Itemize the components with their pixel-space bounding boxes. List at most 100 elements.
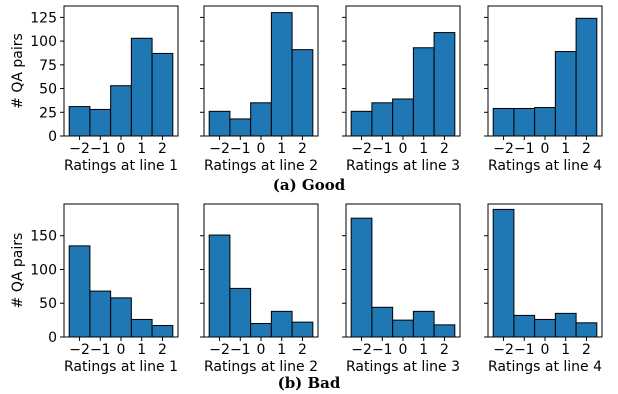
bar-bad-1--1 [89, 290, 112, 338]
x-tick-label: 2 [440, 342, 449, 358]
y-axis-label: # QA pairs [10, 233, 26, 309]
bar-good-4-2 [575, 17, 598, 137]
bar-good-1-1 [130, 37, 153, 137]
bar-bad-4-2 [575, 322, 598, 338]
bar-good-4-0 [534, 107, 556, 137]
x-tick-label: 0 [541, 141, 550, 157]
bar-good-4-1 [554, 51, 577, 137]
x-tick-label: −2 [493, 342, 514, 358]
x-tick-label: 2 [440, 141, 449, 157]
x-axis-label: Ratings at line 2 [204, 158, 318, 174]
bar-good-1--2 [68, 106, 91, 137]
caption-bad: (b) Bad [278, 374, 341, 392]
y-axis-label: # QA pairs [10, 33, 26, 109]
bar-good-2-1 [270, 12, 293, 137]
bar-good-2-2 [291, 49, 314, 137]
x-tick-label: −2 [209, 141, 230, 157]
x-tick-label: 0 [399, 141, 408, 157]
x-tick-label: 1 [419, 342, 428, 358]
y-tick-label: 0 [48, 129, 57, 145]
bar-bad-1-1 [130, 318, 153, 338]
x-tick-label: −2 [351, 141, 372, 157]
bar-good-4--2 [492, 107, 515, 137]
bar-bad-1-2 [151, 325, 174, 338]
bar-good-4--1 [513, 107, 536, 137]
bar-good-3-2 [433, 32, 456, 137]
x-tick-label: −1 [230, 141, 251, 157]
bar-bad-4-1 [554, 312, 577, 338]
x-axis-label: Ratings at line 1 [64, 158, 178, 174]
x-axis-label: Ratings at line 4 [488, 158, 602, 174]
x-tick-label: 1 [137, 141, 146, 157]
y-tick-label: 75 [39, 58, 57, 74]
x-tick-label: −2 [69, 342, 90, 358]
x-tick-label: 2 [158, 141, 167, 157]
x-tick-label: −1 [90, 342, 111, 358]
y-tick-label: 150 [30, 229, 57, 245]
y-tick-label: 100 [30, 34, 57, 50]
bar-bad-2-1 [270, 310, 293, 338]
x-tick-label: 1 [419, 141, 428, 157]
x-axis-label: Ratings at line 1 [64, 359, 178, 375]
bar-good-1-2 [151, 52, 174, 137]
x-tick-label: −1 [514, 342, 535, 358]
x-tick-label: 1 [277, 141, 286, 157]
x-axis-label: Ratings at line 2 [204, 359, 318, 375]
bar-good-1-0 [110, 85, 132, 137]
x-tick-label: 2 [582, 141, 591, 157]
bar-good-3--2 [350, 110, 373, 137]
x-tick-label: −2 [69, 141, 90, 157]
x-axis-label: Ratings at line 4 [488, 359, 602, 375]
x-tick-label: 1 [561, 342, 570, 358]
x-tick-label: 2 [158, 342, 167, 358]
y-tick-label: 25 [39, 105, 57, 121]
y-tick-label: 0 [48, 330, 57, 346]
x-tick-label: 0 [399, 342, 408, 358]
x-tick-label: 1 [561, 141, 570, 157]
x-tick-label: 1 [277, 342, 286, 358]
bar-good-2-0 [250, 102, 272, 137]
bar-bad-3-0 [392, 319, 414, 338]
bar-bad-2-0 [250, 322, 272, 338]
bar-good-2--1 [229, 118, 252, 137]
x-tick-label: 1 [137, 342, 146, 358]
x-tick-label: −1 [372, 141, 393, 157]
x-tick-label: −1 [230, 342, 251, 358]
bar-bad-2--1 [229, 287, 252, 338]
caption-good: (a) Good [273, 176, 346, 194]
x-axis-label: Ratings at line 3 [346, 359, 460, 375]
bar-bad-1-0 [110, 297, 132, 338]
bar-bad-3-2 [433, 324, 456, 338]
x-tick-label: 0 [257, 141, 266, 157]
bar-bad-2-2 [291, 321, 314, 338]
x-tick-label: −2 [351, 342, 372, 358]
bar-good-2--2 [208, 110, 231, 137]
bar-good-1--1 [89, 108, 112, 137]
x-tick-label: 0 [117, 141, 126, 157]
bar-bad-3--1 [371, 306, 394, 338]
x-tick-label: −2 [209, 342, 230, 358]
bar-bad-4--1 [513, 314, 536, 338]
bar-bad-3-1 [412, 310, 435, 338]
x-tick-label: 2 [582, 342, 591, 358]
x-tick-label: 2 [298, 342, 307, 358]
bar-good-3-1 [412, 47, 435, 137]
bar-bad-4-0 [534, 318, 556, 338]
y-tick-label: 125 [30, 10, 57, 26]
x-tick-label: −1 [514, 141, 535, 157]
x-axis-label: Ratings at line 3 [346, 158, 460, 174]
x-tick-label: 2 [298, 141, 307, 157]
y-tick-label: 50 [39, 296, 57, 312]
bar-bad-3--2 [350, 217, 373, 338]
x-tick-label: 0 [117, 342, 126, 358]
x-tick-label: 0 [541, 342, 550, 358]
bar-good-3--1 [371, 102, 394, 137]
